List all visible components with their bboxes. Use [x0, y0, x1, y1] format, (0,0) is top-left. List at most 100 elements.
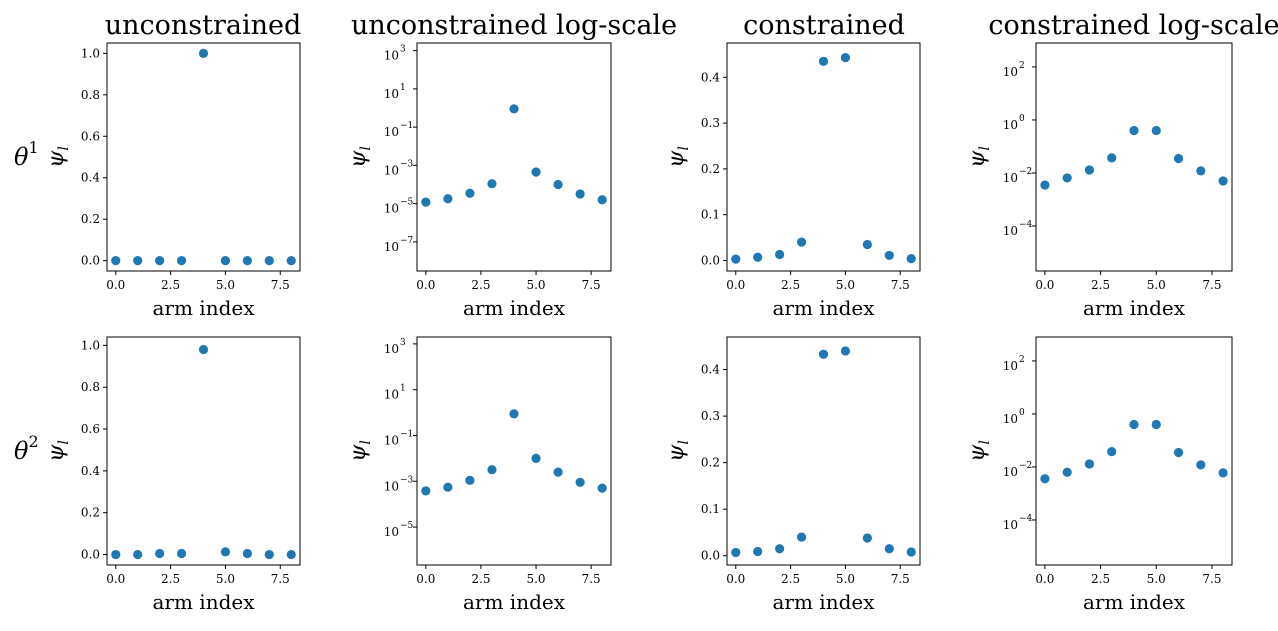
y-axis-label-subscript: l — [56, 440, 72, 444]
y-axis-label-symbol: ψ — [346, 150, 371, 168]
data-point — [1129, 125, 1139, 136]
y-tick-label: 0.0 — [81, 548, 100, 562]
data-point — [775, 249, 785, 260]
x-tick-label: 7.5 — [271, 572, 290, 586]
subplot-grid: 0.0 2.5 5.0 7.5 0.0 0.2 0.4 0.6 0.8 1.0 arm index ψ… — [44, 42, 1233, 614]
y-tick-label: 10 — [1003, 118, 1018, 132]
x-axis-label: arm index — [152, 590, 255, 614]
data-point — [1173, 153, 1184, 164]
x-tick-label: 5.0 — [216, 572, 235, 586]
data-point — [220, 256, 231, 266]
data-point — [1107, 153, 1117, 163]
y-axis-label-subscript: l — [676, 146, 692, 150]
y-tick-label: 10 — [1003, 359, 1018, 373]
data-point — [775, 544, 785, 554]
y-tick-exponent: 2 — [1019, 355, 1025, 365]
x-tick-label: 0.0 — [1035, 572, 1054, 586]
y-tick-label: 0.4 — [701, 363, 720, 377]
data-point — [575, 477, 585, 487]
y-tick-label: 0.4 — [81, 464, 100, 478]
data-point — [1129, 419, 1139, 430]
x-tick-label: 5.0 — [216, 278, 235, 292]
y-tick-label: 10 — [384, 433, 399, 447]
data-point — [155, 548, 165, 559]
x-tick-label: 7.5 — [891, 572, 910, 586]
subplot-r2-c1: 0.0 2.5 5.0 7.5 0.0 0.2 0.4 0.6 0.8 1.0 arm index ψ… — [44, 336, 301, 614]
x-tick-label: 7.5 — [891, 278, 910, 292]
x-axis-label: arm index — [1083, 590, 1186, 614]
data-point — [487, 179, 497, 189]
x-tick-label: 0.0 — [416, 572, 435, 586]
y-tick-label: 0.2 — [701, 162, 720, 176]
data-point — [796, 237, 807, 247]
y-tick-label: 0.2 — [81, 212, 100, 226]
y-tick-label: 1.0 — [81, 338, 100, 352]
y-tick-exponent: −7 — [400, 236, 414, 246]
data-point — [465, 475, 475, 485]
data-point — [731, 547, 741, 558]
subplot-r2-c3: 0.0 2.5 5.0 7.5 0.0 0.1 0.2 0.3 0.4 arm index ψl — [664, 336, 921, 614]
x-tick-label: 5.0 — [836, 278, 855, 292]
x-tick-label: 2.5 — [1091, 572, 1110, 586]
data-point — [862, 533, 872, 543]
data-point — [884, 544, 894, 554]
x-tick-label: 7.5 — [1202, 572, 1221, 586]
row-label-theta-1: θ1 — [14, 138, 39, 171]
data-point — [1040, 474, 1050, 484]
y-tick-label: 0.8 — [81, 88, 100, 102]
column-title-unconstrained: unconstrained — [105, 10, 302, 41]
data-point — [443, 194, 453, 204]
x-tick-label: 7.5 — [582, 278, 601, 292]
y-tick-label: 0.0 — [81, 254, 100, 268]
x-axis-label: arm index — [772, 296, 875, 320]
data-point — [906, 254, 916, 264]
y-axis-label-subscript: l — [358, 440, 374, 444]
y-tick-label: 10 — [384, 342, 399, 356]
data-point — [1062, 173, 1072, 183]
y-axis-label-subscript: l — [676, 440, 692, 444]
plot-frame — [416, 42, 612, 272]
x-tick-label: 0.0 — [106, 572, 125, 586]
data-point — [818, 349, 829, 359]
plot-frame — [106, 42, 301, 272]
data-point — [111, 256, 121, 266]
y-tick-exponent: 3 — [400, 338, 406, 348]
x-tick-label: 7.5 — [271, 278, 290, 292]
data-point — [818, 56, 829, 66]
data-point — [597, 483, 607, 493]
data-point — [198, 344, 209, 355]
x-axis-label: arm index — [772, 590, 875, 614]
y-tick-label: 10 — [384, 388, 399, 402]
data-point — [487, 465, 497, 475]
y-axis-label: ψl — [346, 146, 374, 168]
x-tick-label: 2.5 — [781, 572, 800, 586]
data-point — [731, 254, 741, 264]
y-tick-exponent: −1 — [400, 121, 413, 131]
x-tick-label: 2.5 — [161, 572, 180, 586]
y-tick-exponent: −4 — [1019, 514, 1033, 524]
data-point — [840, 346, 851, 356]
data-point — [286, 256, 296, 266]
y-tick-exponent: −3 — [400, 475, 414, 485]
y-tick-exponent: −2 — [1019, 461, 1032, 471]
plot-frame — [106, 336, 301, 566]
x-tick-label: 7.5 — [1202, 278, 1221, 292]
data-point — [111, 549, 121, 560]
y-tick-label: 0.0 — [701, 549, 720, 563]
x-tick-label: 5.0 — [526, 572, 545, 586]
y-axis-label: ψl — [44, 146, 72, 168]
column-title-constrained: constrained — [743, 10, 905, 41]
row-label-superscript: 2 — [28, 432, 38, 451]
y-tick-label: 0.4 — [701, 70, 720, 84]
data-point — [443, 482, 453, 492]
x-tick-label: 2.5 — [781, 278, 800, 292]
y-tick-exponent: −5 — [400, 521, 414, 531]
data-point — [1084, 165, 1095, 175]
data-point — [1196, 460, 1206, 470]
y-axis-label: ψl — [965, 440, 993, 462]
y-axis-label-subscript: l — [358, 146, 374, 150]
y-axis-label-subscript: l — [56, 146, 72, 150]
y-tick-label: 0.3 — [701, 116, 720, 130]
x-tick-label: 0.0 — [416, 278, 435, 292]
